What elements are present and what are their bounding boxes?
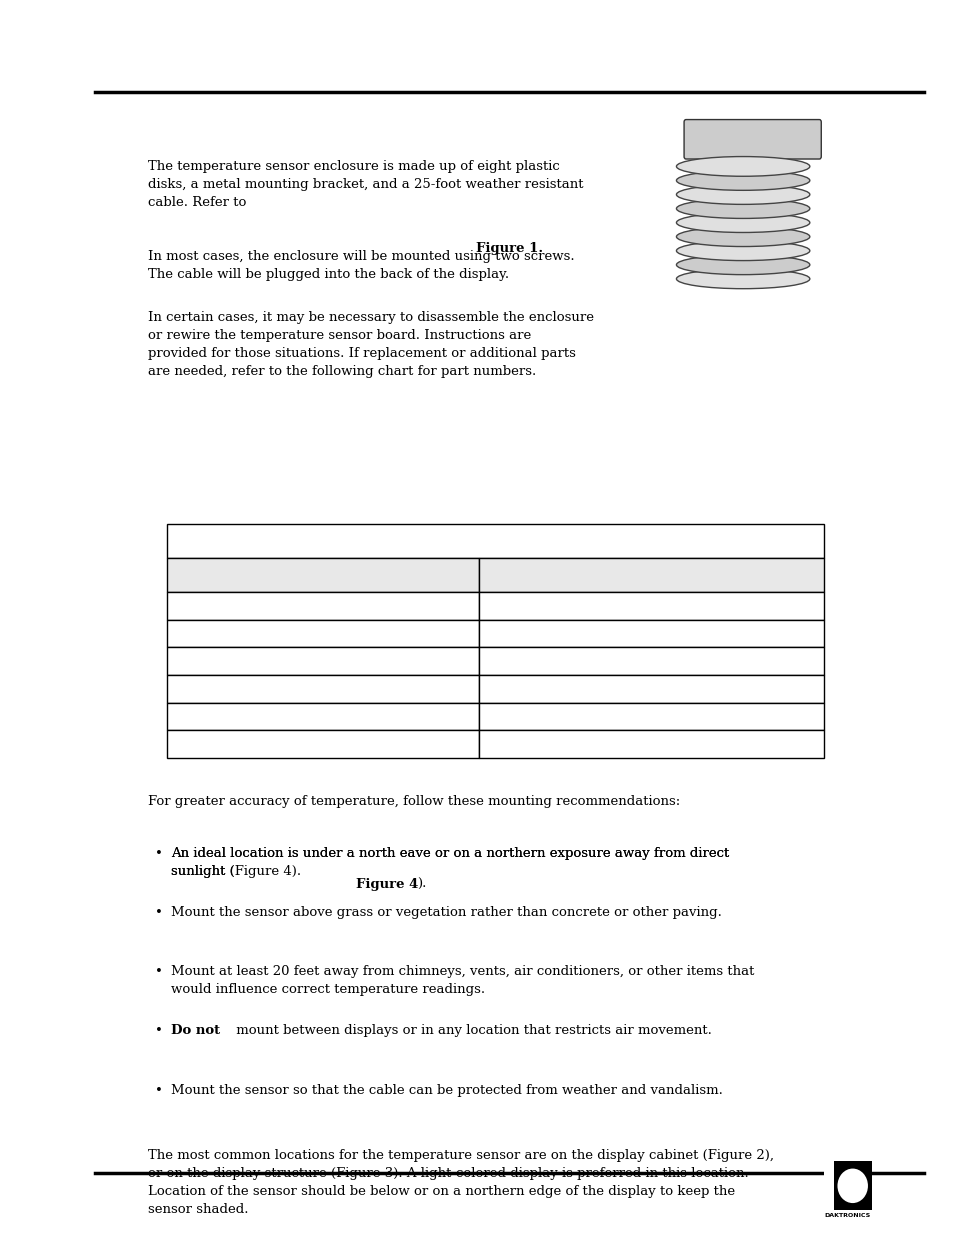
Bar: [167, 592, 478, 620]
Text: •: •: [155, 1083, 163, 1097]
Text: •: •: [155, 847, 163, 860]
Ellipse shape: [676, 157, 809, 177]
Text: Mount the sensor above grass or vegetation rather than concrete or other paving.: Mount the sensor above grass or vegetati…: [172, 906, 721, 919]
Bar: [823, 1161, 833, 1210]
Text: Do not: Do not: [172, 1024, 220, 1037]
Bar: [478, 620, 823, 647]
Ellipse shape: [676, 227, 809, 247]
Ellipse shape: [676, 241, 809, 261]
Ellipse shape: [676, 269, 809, 289]
Text: In most cases, the enclosure will be mounted using two screws.
The cable will be: In most cases, the enclosure will be mou…: [148, 251, 574, 282]
Bar: [167, 730, 478, 758]
Text: Mount at least 20 feet away from chimneys, vents, air conditioners, or other ite: Mount at least 20 feet away from chimney…: [172, 966, 754, 997]
Bar: [823, 1161, 871, 1210]
Bar: [167, 647, 478, 676]
Ellipse shape: [676, 199, 809, 219]
Ellipse shape: [676, 170, 809, 190]
Text: The most common locations for the temperature sensor are on the display cabinet : The most common locations for the temper…: [148, 1149, 773, 1215]
Ellipse shape: [676, 254, 809, 274]
Bar: [478, 730, 823, 758]
Bar: [478, 558, 823, 592]
Bar: [478, 647, 823, 676]
Text: Figure 1.: Figure 1.: [476, 242, 543, 254]
Ellipse shape: [676, 212, 809, 232]
Bar: [167, 620, 478, 647]
Bar: [478, 592, 823, 620]
Ellipse shape: [837, 1168, 867, 1203]
Text: •: •: [155, 966, 163, 978]
Text: ).: ).: [416, 878, 426, 890]
Bar: [167, 524, 823, 558]
Text: An ideal location is under a north eave or on a northern exposure away from dire: An ideal location is under a north eave …: [172, 847, 729, 878]
FancyBboxPatch shape: [683, 120, 821, 159]
Text: An ideal location is under a north eave or on a northern exposure away from dire: An ideal location is under a north eave …: [172, 847, 729, 878]
Text: mount between displays or in any location that restricts air movement.: mount between displays or in any locatio…: [233, 1024, 712, 1037]
Bar: [167, 558, 478, 592]
Ellipse shape: [676, 185, 809, 204]
Text: Mount the sensor so that the cable can be protected from weather and vandalism.: Mount the sensor so that the cable can b…: [172, 1083, 722, 1097]
Text: The temperature sensor enclosure is made up of eight plastic
disks, a metal moun: The temperature sensor enclosure is made…: [148, 161, 582, 209]
Text: DAKTRONICS: DAKTRONICS: [824, 1213, 870, 1218]
Text: •: •: [155, 906, 163, 919]
Bar: [478, 703, 823, 730]
Text: For greater accuracy of temperature, follow these mounting recommendations:: For greater accuracy of temperature, fol…: [148, 795, 679, 808]
Bar: [167, 676, 478, 703]
Bar: [167, 703, 478, 730]
Bar: [478, 676, 823, 703]
Text: Figure 4: Figure 4: [356, 878, 418, 890]
Text: In certain cases, it may be necessary to disassemble the enclosure
or rewire the: In certain cases, it may be necessary to…: [148, 311, 593, 378]
Text: •: •: [155, 1024, 163, 1037]
